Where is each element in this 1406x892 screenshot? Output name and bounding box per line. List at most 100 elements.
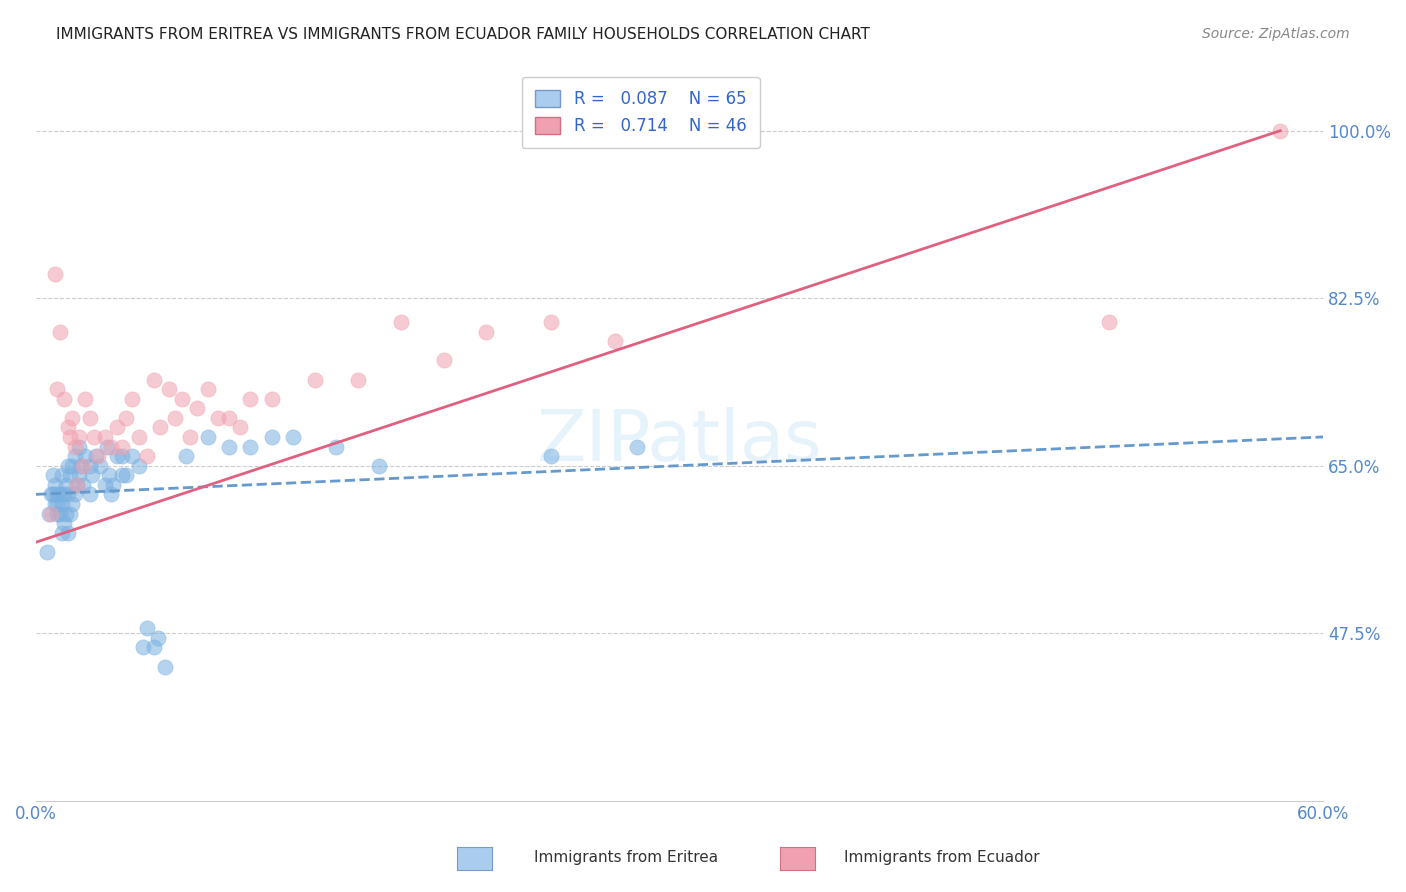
Point: [42, 487, 65, 501]
Point: [39, 507, 62, 521]
Point: [153, 659, 176, 673]
Point: [67, 468, 90, 483]
Point: [51, 497, 73, 511]
Point: [142, 372, 165, 386]
Point: [121, 449, 143, 463]
Point: [626, 440, 648, 454]
Point: [142, 640, 165, 655]
Point: [283, 430, 305, 444]
Point: [46, 382, 69, 396]
Point: [56, 487, 79, 501]
Text: IMMIGRANTS FROM ERITREA VS IMMIGRANTS FROM ECUADOR FAMILY HOUSEHOLDS CORRELATION: IMMIGRANTS FROM ERITREA VS IMMIGRANTS FR…: [56, 27, 870, 42]
Point: [55, 477, 77, 491]
Point: [157, 382, 180, 396]
Point: [48, 325, 70, 339]
Point: [170, 392, 193, 406]
Point: [136, 621, 159, 635]
Point: [115, 410, 138, 425]
Point: [66, 477, 89, 491]
Point: [107, 449, 129, 463]
Point: [101, 477, 124, 491]
Point: [39, 487, 62, 501]
Point: [35, 545, 58, 559]
Legend: R =   0.087    N = 65, R =   0.714    N = 46: R = 0.087 N = 65, R = 0.714 N = 46: [522, 77, 759, 148]
Point: [59, 430, 82, 444]
Point: [111, 449, 134, 463]
Point: [89, 458, 111, 473]
Point: [60, 497, 83, 511]
Point: [260, 430, 283, 444]
Text: ZIPatlas: ZIPatlas: [537, 408, 823, 476]
Point: [111, 468, 134, 483]
Point: [67, 430, 90, 444]
Point: [44, 477, 66, 491]
Point: [59, 468, 82, 483]
Text: Immigrants from Eritrea: Immigrants from Eritrea: [534, 850, 718, 865]
Point: [100, 440, 122, 454]
Point: [432, 353, 454, 368]
Point: [121, 392, 143, 406]
Point: [540, 449, 562, 463]
Point: [207, 410, 229, 425]
Point: [46, 497, 69, 511]
Point: [48, 487, 70, 501]
Point: [84, 449, 107, 463]
Point: [128, 430, 150, 444]
Point: [79, 487, 101, 501]
Point: [260, 392, 283, 406]
Point: [96, 440, 118, 454]
Point: [79, 458, 101, 473]
Point: [239, 440, 262, 454]
Point: [368, 458, 391, 473]
Point: [605, 334, 627, 349]
Point: [70, 458, 93, 473]
Point: [48, 507, 70, 521]
Point: [239, 392, 262, 406]
Point: [218, 440, 240, 454]
Point: [107, 420, 129, 434]
Point: [83, 430, 105, 444]
Point: [44, 497, 66, 511]
Point: [51, 468, 73, 483]
Point: [149, 420, 172, 434]
Point: [80, 468, 103, 483]
Point: [59, 507, 82, 521]
Point: [475, 325, 498, 339]
Point: [136, 449, 159, 463]
Point: [56, 525, 79, 540]
Point: [218, 410, 240, 425]
Point: [128, 458, 150, 473]
Point: [51, 525, 73, 540]
Point: [52, 516, 75, 530]
Point: [63, 449, 86, 463]
Point: [346, 372, 368, 386]
Point: [1270, 124, 1292, 138]
Text: Immigrants from Ecuador: Immigrants from Ecuador: [844, 850, 1039, 865]
Point: [79, 410, 101, 425]
Text: Source: ZipAtlas.com: Source: ZipAtlas.com: [1202, 27, 1350, 41]
Point: [56, 458, 79, 473]
Point: [60, 458, 83, 473]
Point: [52, 487, 75, 501]
Point: [60, 410, 83, 425]
Point: [186, 401, 208, 416]
Point: [111, 440, 134, 454]
Point: [75, 449, 97, 463]
Point: [55, 507, 77, 521]
Point: [66, 477, 89, 491]
Point: [304, 372, 326, 386]
Point: [197, 382, 219, 396]
Point: [87, 449, 110, 463]
Point: [44, 267, 66, 281]
Point: [93, 477, 115, 491]
Point: [63, 440, 86, 454]
Point: [229, 420, 252, 434]
Point: [63, 487, 86, 501]
Point: [38, 507, 60, 521]
Point: [72, 458, 94, 473]
Point: [165, 410, 187, 425]
Point: [1097, 315, 1119, 329]
Point: [72, 477, 94, 491]
Point: [100, 487, 122, 501]
Point: [52, 392, 75, 406]
